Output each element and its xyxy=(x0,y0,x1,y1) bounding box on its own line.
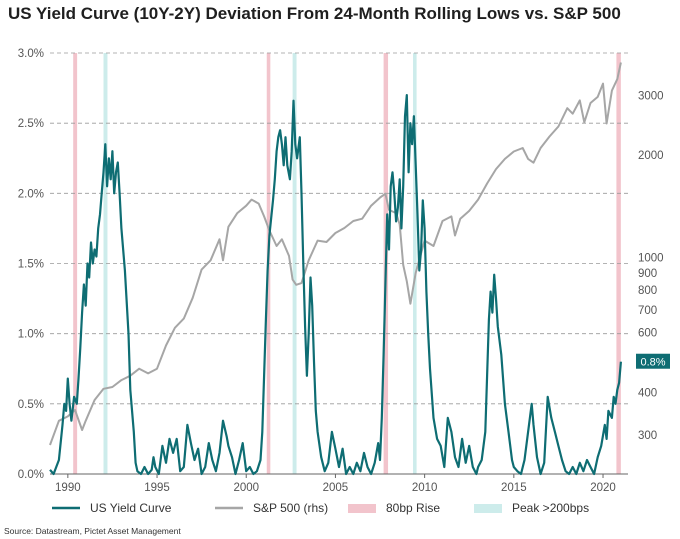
y-tick-label: 2.5% xyxy=(18,118,44,130)
y2-tick-label: 2000 xyxy=(638,150,664,162)
x-tick-label: 1990 xyxy=(55,482,81,494)
peak-200bps-band-0 xyxy=(103,53,108,474)
peak-200bps-band-1 xyxy=(292,53,297,474)
y2-tick-label: 700 xyxy=(638,305,657,317)
y-tick-label: 1.5% xyxy=(18,259,44,271)
yield-curve-line xyxy=(49,94,622,476)
legend-label: Peak >200bps xyxy=(512,501,589,515)
source-note: Source: Datastream, Pictet Asset Managem… xyxy=(4,526,181,536)
x-tick-label: 2010 xyxy=(412,482,438,494)
yield-curve-series xyxy=(49,94,622,476)
x-tick-label: 1995 xyxy=(144,482,170,494)
x-tick-label: 2015 xyxy=(501,482,527,494)
sp500-line xyxy=(49,62,622,446)
rise-80bp-band-0 xyxy=(73,53,78,474)
x-tick-label: 2000 xyxy=(233,482,259,494)
legend-swatch-rise_80bp xyxy=(348,504,376,513)
sp500-series xyxy=(49,62,622,446)
last-value-badge: 0.8% xyxy=(636,353,670,369)
y2-tick-label: 600 xyxy=(638,328,657,340)
y2-tick-label: 3000 xyxy=(638,90,664,102)
last-value-label: 0.8% xyxy=(640,357,665,369)
x-tick-label: 2020 xyxy=(590,482,616,494)
y2-tick-label: 800 xyxy=(638,285,657,297)
gridlines xyxy=(50,52,628,475)
y-tick-label: 1.0% xyxy=(18,329,44,341)
y-tick-label: 0.0% xyxy=(18,469,44,481)
x-tick-label: 2005 xyxy=(323,482,349,494)
legend-swatch-peak_200bps xyxy=(474,504,502,513)
y2-tick-label: 400 xyxy=(638,387,657,399)
y-tick-label: 3.0% xyxy=(18,48,44,60)
legend-label: US Yield Curve xyxy=(90,501,172,515)
y2-tick-label: 300 xyxy=(638,430,657,442)
y2-tick-label: 900 xyxy=(638,268,657,280)
legend-label: S&P 500 (rhs) xyxy=(253,501,328,515)
y2-tick-label: 1000 xyxy=(638,252,664,264)
chart-title: US Yield Curve (10Y-2Y) Deviation From 2… xyxy=(8,4,621,23)
axis-ticks: 0.0% 0.5% 1.0% 1.5% 2.0% 2.5% 3.0% 1990 1995 2000… xyxy=(18,48,664,494)
y-tick-label: 2.0% xyxy=(18,188,44,200)
legend-label: 80bp Rise xyxy=(386,501,440,515)
last-value-badge-bg xyxy=(636,353,670,369)
legend: US Yield Curve S&P 500 (rhs) 80bp Rise Peak… xyxy=(52,501,589,515)
y-tick-label: 0.5% xyxy=(18,399,44,411)
